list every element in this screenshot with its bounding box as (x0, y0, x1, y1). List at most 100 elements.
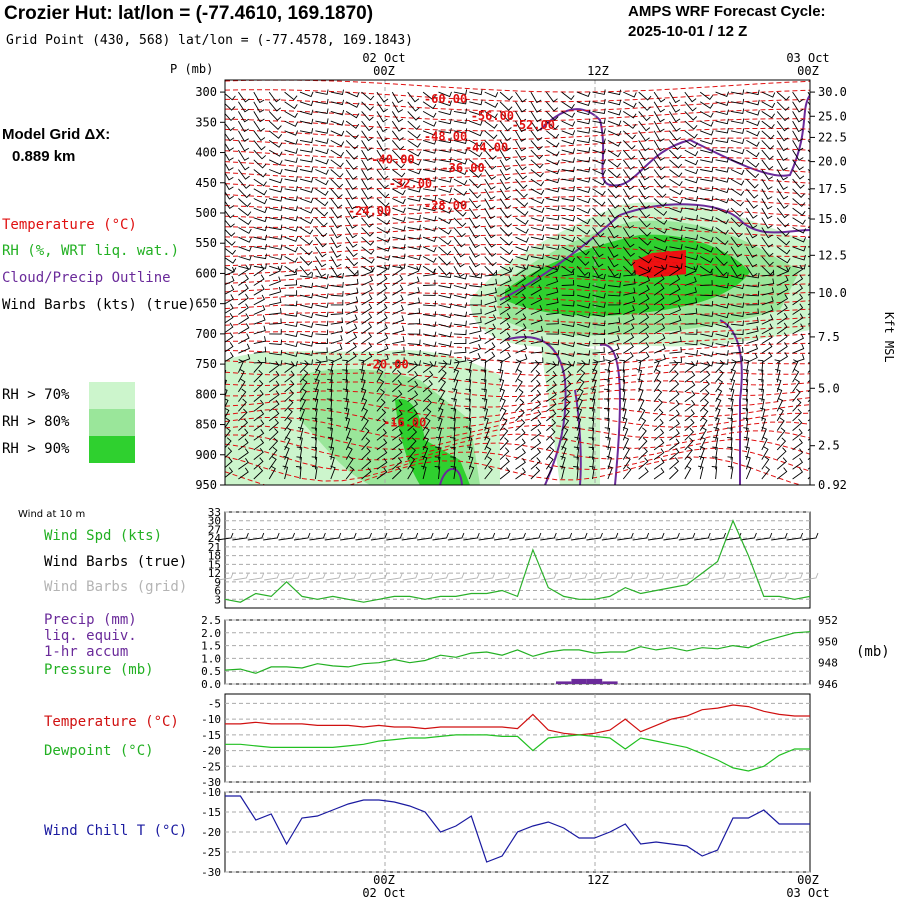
wind-barb (225, 351, 234, 363)
wind-barb (530, 111, 542, 123)
wind-barb (284, 380, 295, 393)
wind-barb (436, 426, 443, 441)
wind-barb (546, 234, 560, 240)
wind-barb (530, 357, 544, 364)
wind-barb (423, 321, 437, 328)
wind-barb (576, 246, 590, 256)
wind-barb (376, 130, 388, 142)
grid-wind-barb (695, 572, 711, 581)
bottom-time-1: 12Z (587, 873, 609, 887)
wind-barb (530, 198, 545, 204)
wind-barb (238, 448, 249, 460)
wind-barb (776, 417, 785, 431)
wind-barb (730, 89, 745, 95)
wind-barb (730, 188, 745, 197)
wind-barb (761, 314, 774, 325)
pressure-tick-label: 300 (195, 85, 217, 99)
wind-barb (607, 140, 622, 147)
windchill-panel-tick-label: -15 (201, 806, 221, 819)
wind-barb (253, 274, 265, 286)
wind-barb (730, 265, 742, 278)
wind-barb (422, 101, 437, 110)
surface-wind-barb (263, 532, 280, 541)
wind-barb (638, 266, 651, 277)
wind-barb (392, 409, 403, 422)
wind-barb (268, 465, 276, 480)
wind-barb (284, 205, 298, 212)
grid-wind-barb (279, 572, 295, 581)
wind-barb (361, 313, 373, 325)
windchill-panel-tick-label: -20 (201, 826, 221, 839)
wind-barb (330, 207, 342, 219)
grid-wind-barb (217, 572, 234, 581)
wind-barb (607, 89, 622, 96)
wind-barb (330, 130, 345, 137)
wind-barb (484, 198, 496, 210)
wind-barb (669, 325, 682, 335)
wind-barb (253, 264, 265, 277)
isotherm-line (225, 80, 810, 93)
wind-barb (453, 89, 468, 95)
wind-barb (730, 283, 745, 290)
wind-barb (315, 98, 329, 105)
wind-barb (669, 216, 683, 222)
wind-barb (592, 311, 606, 318)
wind-barb (422, 398, 432, 412)
wind-barb (499, 457, 510, 470)
wind-barb (284, 279, 298, 286)
wind-barb (284, 265, 298, 274)
wind-speed-line (224, 519, 811, 603)
wind-barb (530, 274, 542, 286)
wind-barb (407, 111, 420, 121)
wind-barb (225, 437, 232, 449)
wind-barb (376, 149, 388, 161)
wind-barb (530, 466, 541, 480)
wind-barb (515, 448, 526, 460)
height-tick-label: 30.0 (818, 85, 847, 99)
grid-wind-barb (418, 572, 434, 581)
wind-barb (669, 178, 683, 187)
cloud-outline-upper (539, 94, 810, 187)
wind-barb (345, 217, 357, 229)
wind-barb (576, 207, 591, 214)
wind-barb (407, 380, 419, 393)
isotherm-label: -20.00 (365, 357, 408, 371)
wind-barb (315, 138, 329, 144)
wind-barb (315, 217, 328, 227)
wind-barb (576, 187, 591, 193)
wind-barb (315, 246, 327, 258)
wind-barb (530, 428, 542, 441)
wind-barb (730, 311, 745, 318)
wind-barb (604, 378, 610, 392)
wind-barb (559, 465, 566, 480)
wind-barb (253, 304, 266, 315)
wind-barb (746, 120, 760, 126)
wind-barb (312, 407, 318, 421)
wind-barb (499, 140, 512, 152)
wind-barb (484, 256, 497, 267)
bottom-time-2: 00Z (797, 873, 819, 887)
wind-barb (792, 91, 804, 103)
wind-barb (607, 281, 621, 288)
wind-barb (622, 140, 636, 150)
isotherm-line (225, 292, 810, 306)
wind-barb (361, 397, 368, 412)
wind-barb (730, 98, 745, 105)
wind-barb (253, 216, 268, 223)
wind-barb (299, 350, 314, 356)
wind-barb (607, 272, 622, 279)
wind-barb (315, 108, 329, 115)
grid-wind-barb (679, 572, 696, 581)
wind-barb (669, 244, 683, 250)
wind-barb (515, 217, 529, 225)
wind-barb (269, 307, 282, 315)
wind-barb (392, 169, 406, 178)
grid-wind-barb (371, 572, 388, 581)
wind-barb (604, 427, 611, 441)
wind-barb (466, 359, 473, 373)
wind-barb (423, 300, 436, 307)
wind-barb (589, 465, 595, 480)
wind-barb (299, 359, 313, 365)
wind-barb (284, 351, 298, 357)
legend-rh80-label: RH > 80% (2, 414, 70, 430)
